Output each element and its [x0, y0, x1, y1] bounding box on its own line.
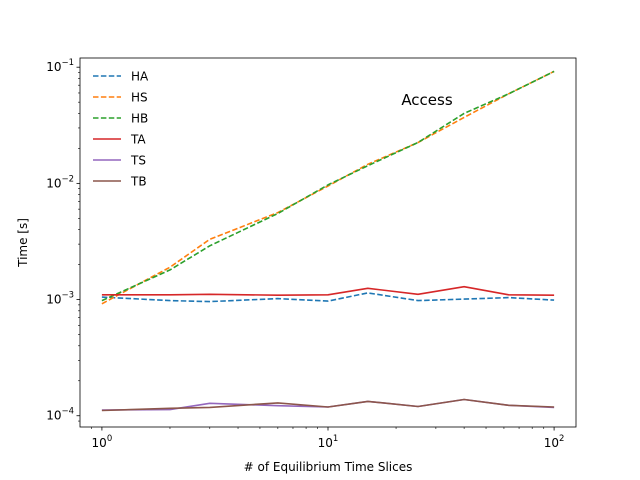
legend-label: HB — [131, 112, 148, 126]
x-tick-label: 100 — [92, 434, 113, 450]
legend-item-tb: TB — [93, 175, 147, 189]
axis-ticks: 100 101 102 10−4 10−3 10−2 10−1 — [46, 58, 564, 450]
y-tick-label: 10−3 — [46, 291, 74, 307]
y-tick-label: 10−2 — [46, 174, 74, 190]
legend-label: HA — [131, 70, 149, 84]
y-tick-label: 10−4 — [46, 407, 74, 423]
legend-item-ta: TA — [93, 133, 146, 147]
x-axis-title: # of Equilibrium Time Slices — [244, 460, 413, 474]
plot-frame — [79, 57, 577, 428]
series-line-ta — [101, 285, 555, 297]
series-line-hs — [101, 70, 555, 305]
legend-item-hs: HS — [93, 91, 148, 105]
series-lines — [101, 70, 555, 412]
series-line-ha — [101, 292, 555, 303]
y-tick-label: 10−1 — [46, 58, 74, 74]
y-axis-title: Time [s] — [16, 218, 30, 268]
series-line-tb — [101, 398, 555, 412]
legend: HA HS HB TA TS TB — [93, 70, 149, 189]
legend-label: TA — [130, 133, 146, 147]
legend-label: HS — [131, 91, 148, 105]
legend-label: TS — [130, 154, 146, 168]
legend-item-hb: HB — [93, 112, 148, 126]
x-tick-label: 101 — [318, 434, 339, 450]
legend-item-ha: HA — [93, 70, 149, 84]
legend-item-ts: TS — [93, 154, 146, 168]
legend-label: TB — [130, 175, 147, 189]
x-tick-label: 102 — [544, 434, 565, 450]
chart-annotation: Access — [401, 91, 453, 109]
series-line-hb — [101, 70, 555, 302]
